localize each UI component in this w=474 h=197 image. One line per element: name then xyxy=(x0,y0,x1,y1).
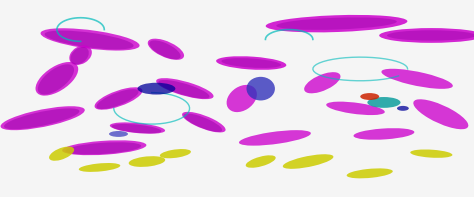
Ellipse shape xyxy=(379,28,474,43)
Ellipse shape xyxy=(148,39,184,60)
Ellipse shape xyxy=(246,155,276,168)
Ellipse shape xyxy=(97,89,138,109)
Ellipse shape xyxy=(128,156,165,167)
Ellipse shape xyxy=(304,72,340,93)
Ellipse shape xyxy=(183,113,222,132)
Ellipse shape xyxy=(354,128,414,140)
Ellipse shape xyxy=(45,31,134,49)
Ellipse shape xyxy=(40,28,140,51)
Ellipse shape xyxy=(94,87,143,110)
Ellipse shape xyxy=(367,97,401,108)
Ellipse shape xyxy=(110,122,165,134)
Ellipse shape xyxy=(160,149,191,158)
Ellipse shape xyxy=(36,62,78,96)
Ellipse shape xyxy=(387,30,474,41)
Ellipse shape xyxy=(360,93,379,100)
Ellipse shape xyxy=(149,40,181,59)
Ellipse shape xyxy=(413,99,468,129)
Ellipse shape xyxy=(112,124,161,133)
Ellipse shape xyxy=(221,58,281,68)
Ellipse shape xyxy=(38,64,74,95)
Ellipse shape xyxy=(216,56,286,70)
Ellipse shape xyxy=(62,140,146,155)
Ellipse shape xyxy=(397,106,409,111)
Ellipse shape xyxy=(346,168,393,178)
Ellipse shape xyxy=(71,47,89,64)
Ellipse shape xyxy=(182,112,226,132)
Ellipse shape xyxy=(65,142,141,154)
Ellipse shape xyxy=(246,77,275,100)
Ellipse shape xyxy=(79,163,120,172)
Ellipse shape xyxy=(276,17,397,30)
Ellipse shape xyxy=(266,15,407,32)
Ellipse shape xyxy=(382,69,453,89)
Ellipse shape xyxy=(239,130,311,146)
Ellipse shape xyxy=(156,78,214,99)
Ellipse shape xyxy=(0,106,85,130)
Ellipse shape xyxy=(410,150,452,158)
Ellipse shape xyxy=(227,85,257,112)
Ellipse shape xyxy=(158,80,210,98)
Ellipse shape xyxy=(326,102,385,115)
Ellipse shape xyxy=(283,154,333,169)
Ellipse shape xyxy=(109,131,128,137)
Ellipse shape xyxy=(49,147,74,161)
Ellipse shape xyxy=(4,108,80,129)
Ellipse shape xyxy=(137,83,175,95)
Ellipse shape xyxy=(69,46,92,65)
